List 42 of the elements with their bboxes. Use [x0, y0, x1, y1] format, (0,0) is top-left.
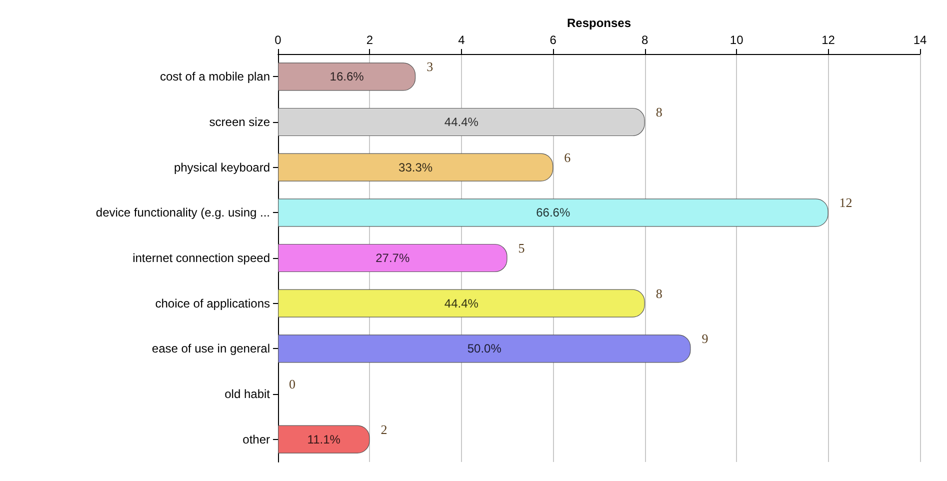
data-label: 5: [518, 240, 525, 256]
x-tick-label: 8: [642, 33, 649, 47]
y-tick-label: other: [242, 432, 270, 446]
bar: [278, 425, 370, 454]
data-label: 2: [380, 422, 388, 437]
data-label: 3: [426, 59, 434, 74]
x-tick-label: 0: [274, 33, 282, 47]
bar: [278, 289, 645, 318]
y-tick-label: internet connection speed: [132, 251, 270, 265]
data-label: 6: [564, 150, 572, 165]
bar: [278, 198, 828, 227]
x-tick-label: 10: [730, 33, 744, 47]
y-tick-label: cost of a mobile plan: [160, 70, 270, 84]
annotation: 44.4%: [444, 296, 479, 310]
y-tick-label: choice of applications: [155, 296, 270, 310]
y-tick-label: screen size: [209, 115, 270, 129]
annotation: 44.4%: [444, 115, 479, 129]
annotation: 33.3%: [398, 160, 433, 174]
y-tick-label: device functionality (e.g. using ...: [96, 206, 270, 220]
data-label: 8: [656, 104, 662, 120]
annotation: 66.6%: [536, 206, 570, 220]
data-label: 8: [656, 286, 662, 301]
x-tick-label: 2: [366, 33, 374, 47]
annotation: 16.6%: [330, 70, 364, 84]
bar: [278, 244, 508, 272]
data-label: 12: [839, 195, 852, 210]
annotation: 11.1%: [307, 432, 341, 446]
x-axis-title: Responses: [566, 16, 632, 30]
x-tick-label: 4: [458, 33, 466, 47]
bar: [278, 334, 691, 363]
annotation: 50.0%: [467, 342, 502, 356]
bar: [278, 62, 416, 91]
data-label: 9: [702, 331, 708, 346]
data-label: 0: [289, 376, 296, 392]
bar: [278, 153, 554, 182]
annotation: 27.7%: [376, 251, 410, 265]
y-tick-label: physical keyboard: [174, 160, 270, 174]
x-tick-label: 6: [550, 33, 557, 47]
y-tick-label: old habit: [224, 387, 271, 401]
x-tick-label: 14: [913, 33, 927, 47]
y-tick-label: ease of use in general: [152, 342, 270, 356]
x-tick-label: 12: [822, 33, 836, 47]
